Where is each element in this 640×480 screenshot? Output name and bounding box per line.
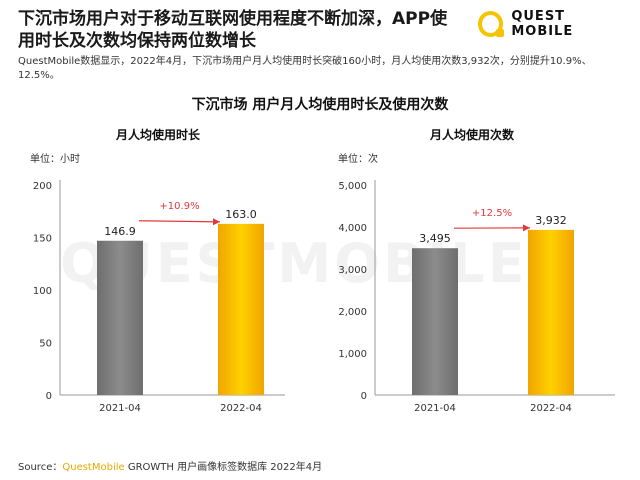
- data-label: 163.0: [225, 208, 257, 221]
- growth-label: +12.5%: [472, 208, 512, 219]
- left-panel-title: 月人均使用时长: [115, 128, 200, 142]
- y-tick-label: 0: [46, 391, 52, 402]
- source-rest: GROWTH 用户画像标签数据库 2022年4月: [124, 462, 323, 473]
- bar: [218, 223, 264, 395]
- source-prefix: Source：: [18, 462, 63, 473]
- y-tick-label: 4,000: [338, 223, 367, 234]
- x-tick-label: 2022-04: [220, 403, 262, 414]
- y-tick-label: 0: [361, 391, 367, 402]
- growth-label: +10.9%: [159, 201, 199, 212]
- logo: QUEST MOBILE: [478, 8, 628, 40]
- bar: [528, 229, 574, 395]
- chart-title: 下沉市场 用户月人均使用时长及使用次数: [191, 97, 449, 113]
- data-label: 3,932: [535, 214, 567, 227]
- y-tick-label: 150: [33, 234, 52, 245]
- y-tick-label: 5,000: [338, 181, 367, 192]
- headline: 下沉市场用户对于移动互联网使用程度不断加深，APP使用时长及次数均保持两位数增长: [18, 9, 448, 51]
- y-tick-label: 50: [39, 339, 52, 350]
- data-label: 146.9: [104, 225, 136, 238]
- usage-count-chart: 0 1,000 2,000 3,000 4,000 5,000 3,495 2021-04 3,…: [338, 180, 615, 414]
- source-note: Source：QuestMobile GROWTH 用户画像标签数据库 2022…: [18, 458, 322, 473]
- y-tick-label: 200: [33, 181, 52, 192]
- logo-text: QUEST MOBILE: [511, 9, 574, 39]
- y-tick-label: 3,000: [338, 265, 367, 276]
- x-tick-label: 2021-04: [414, 403, 456, 414]
- source-brand: QuestMobile: [62, 462, 125, 473]
- usage-duration-chart: 0 50 100 150 200 146.9 2021-04 163.0 2022-04 +10.…: [33, 180, 285, 414]
- right-panel-title: 月人均使用次数: [429, 128, 514, 142]
- data-label: 3,495: [419, 232, 451, 245]
- bar: [412, 248, 458, 395]
- bar: [97, 240, 143, 395]
- y-tick-label: 1,000: [338, 349, 367, 360]
- logo-q-icon: [478, 11, 505, 37]
- growth-arrow: [138, 218, 221, 226]
- y-tick-label: 2,000: [338, 307, 367, 318]
- x-tick-label: 2021-04: [99, 403, 141, 414]
- x-tick-label: 2022-04: [530, 403, 572, 414]
- right-unit-label: 单位：次: [338, 154, 378, 165]
- y-tick-label: 100: [33, 286, 52, 297]
- description: QuestMobile数据显示，2022年4月，下沉市场用户月人均使用时长突破1…: [18, 56, 592, 81]
- left-unit-label: 单位：小时: [30, 154, 80, 165]
